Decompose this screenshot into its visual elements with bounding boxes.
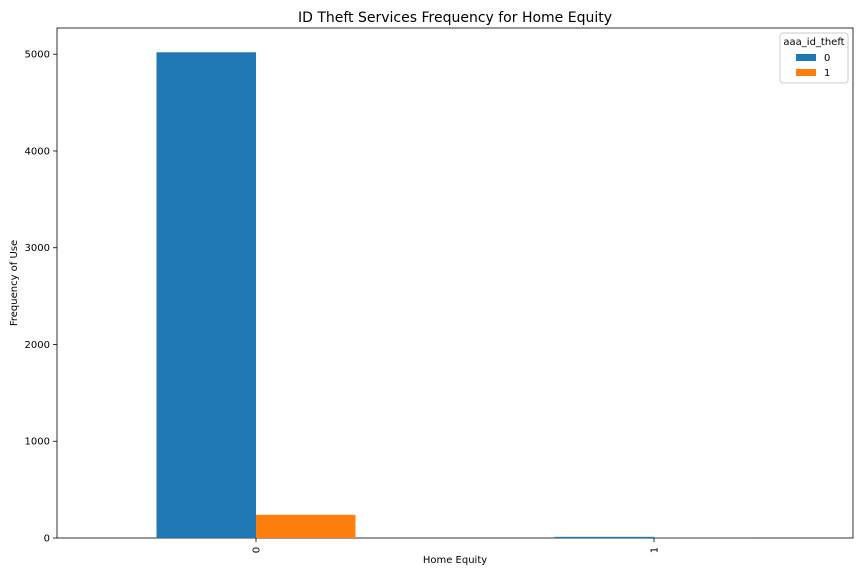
y-tick-label: 2000 <box>25 340 50 351</box>
y-tick-label: 0 <box>44 534 50 545</box>
legend-title: aaa_id_theft <box>783 37 844 48</box>
x-axis-label: Home Equity <box>423 555 487 566</box>
y-axis-label: Frequency of Use <box>9 240 20 326</box>
bar-0-series-1 <box>256 514 356 538</box>
legend: aaa_id_theft 0 1 <box>779 32 849 84</box>
chart-title: ID Theft Services Frequency for Home Equ… <box>298 10 612 26</box>
y-tick-label: 1000 <box>25 437 50 448</box>
x-tick-label: 0 <box>252 547 263 553</box>
y-tick-label: 4000 <box>25 146 50 157</box>
legend-swatch-0 <box>796 54 816 61</box>
x-tick-label: 1 <box>650 547 661 553</box>
legend-swatch-1 <box>796 69 816 76</box>
y-axis: 0 1000 2000 3000 4000 5000 <box>25 50 57 545</box>
y-tick-label: 3000 <box>25 243 50 254</box>
y-tick-label: 5000 <box>25 50 50 61</box>
bar-0-series-0 <box>156 52 256 539</box>
legend-label-0: 0 <box>824 53 830 64</box>
legend-label-1: 1 <box>824 68 830 79</box>
bar-1-series-0 <box>554 536 654 538</box>
bars <box>156 52 754 539</box>
